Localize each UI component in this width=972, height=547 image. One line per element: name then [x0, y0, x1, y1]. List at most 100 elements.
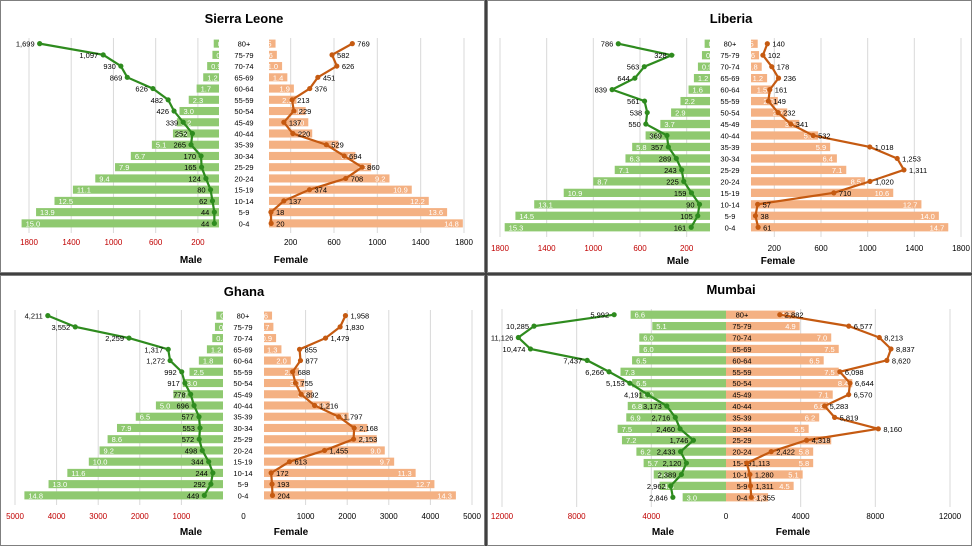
male-deaths-point: [150, 85, 156, 92]
axis-tick-label: 1800: [952, 244, 970, 253]
female-deaths-label: 1,797: [344, 413, 363, 422]
age-group-label: 30-34: [732, 425, 751, 434]
female-deaths-label: 1,311: [909, 166, 927, 175]
male-deaths-point: [527, 346, 534, 352]
female-deaths-label: 694: [349, 152, 362, 161]
male-deaths-label: 3,173: [643, 402, 662, 411]
male-bar: [72, 185, 220, 194]
male-deaths-label: 778: [173, 390, 186, 399]
male-deaths-point: [37, 41, 43, 47]
female-bar-label: 9.7: [380, 458, 390, 467]
female-bar-label: 13.6: [429, 208, 444, 217]
female-bar: [269, 95, 297, 104]
axis-tick-label: 5000: [463, 512, 481, 521]
male-bar: [67, 468, 224, 477]
female-bar: [751, 39, 758, 48]
male-bar-label: 9.4: [99, 174, 109, 183]
female-deaths-label: 708: [351, 174, 364, 183]
horizontal-divider: [0, 273, 972, 275]
female-bar-label: 4.9: [315, 402, 325, 411]
age-group-label: 50-54: [233, 379, 252, 388]
male-deaths-label: 2,846: [649, 493, 668, 502]
male-bar: [216, 311, 223, 320]
female-deaths-label: 710: [839, 189, 852, 198]
male-bar-label: 8.7: [597, 177, 607, 186]
male-bar-label: 1.7: [201, 85, 211, 94]
male-deaths-label: 80: [197, 186, 205, 195]
female-deaths-point: [268, 220, 274, 226]
male-deaths-label: 170: [184, 152, 197, 161]
axis-tick-label: 4000: [792, 512, 810, 521]
male-axis-label: Male: [652, 527, 675, 538]
female-deaths-label: 8,160: [883, 425, 902, 434]
female-bar: [264, 435, 377, 444]
female-deaths-point: [846, 391, 852, 398]
female-deaths-point: [268, 470, 274, 476]
male-bar: [212, 50, 219, 59]
male-deaths-label: 1,317: [144, 345, 163, 354]
female-bar-label: 4.9: [785, 322, 795, 331]
axis-tick-label: 600: [633, 244, 647, 253]
female-deaths-label: 1,280: [755, 470, 774, 479]
age-group-label: 55-59: [732, 368, 751, 377]
female-deaths-label: 6,570: [854, 391, 873, 400]
female-bar: [726, 401, 829, 411]
male-bar-label: 5.1: [156, 141, 166, 150]
male-bar: [196, 84, 219, 93]
female-deaths-label: 6,644: [855, 379, 874, 388]
female-deaths-point: [748, 494, 754, 500]
male-bar: [21, 219, 220, 228]
female-deaths-label: 38: [760, 212, 768, 221]
female-deaths-point: [867, 144, 873, 150]
male-deaths-point: [207, 187, 214, 193]
female-deaths-point: [901, 167, 907, 173]
female-deaths-label: 213: [297, 96, 310, 105]
female-deaths-label: 529: [331, 141, 344, 150]
age-group-label: 70-74: [720, 63, 739, 72]
male-deaths-point: [189, 130, 195, 137]
male-deaths-point: [678, 471, 685, 478]
male-bar: [593, 177, 710, 186]
female-bar: [264, 412, 349, 421]
male-deaths-label: 482: [151, 96, 164, 105]
female-deaths-point: [290, 130, 296, 137]
male-deaths-point: [643, 121, 649, 127]
female-bar-label: 14.8: [444, 219, 459, 228]
male-bar: [652, 322, 726, 331]
male-deaths-label: 339: [166, 118, 179, 127]
age-group-label: 55-59: [234, 96, 253, 105]
female-deaths-point: [311, 402, 318, 409]
female-bar: [726, 493, 769, 502]
male-bar-label: 0.5: [216, 51, 226, 60]
male-deaths-point: [199, 447, 205, 454]
female-deaths-point: [755, 201, 761, 207]
male-bar: [172, 129, 219, 138]
chart-title: Mumbai: [706, 282, 755, 297]
female-bar-label: 2.1: [282, 96, 292, 105]
age-group-label: 35-39: [720, 143, 739, 152]
chart-svg: Sierra Leone 15.0 14.8 0-4 13.9 13.6 5-9 12.5 12…: [16, 11, 474, 266]
male-deaths-label: 2,460: [656, 425, 675, 434]
female-deaths-point: [788, 121, 794, 127]
axis-tick-label: 1000: [368, 238, 386, 247]
age-group-label: 5-9: [238, 480, 249, 489]
male-deaths-label: 6,266: [585, 368, 604, 377]
male-bar: [515, 211, 710, 220]
axis-tick-label: 1000: [173, 512, 191, 521]
female-bar: [726, 367, 839, 376]
female-bar: [726, 470, 803, 479]
male-deaths-label: 4,211: [25, 312, 43, 321]
male-bar-label: 0.4: [218, 40, 228, 49]
chart-svg: Liberia 15.3 14.7 0-4 14.5 14.0 5-9 13.1 12.7 10-…: [491, 11, 970, 267]
male-deaths-label: 561: [627, 97, 640, 106]
female-bar-label: 0.6: [745, 51, 755, 60]
male-bar-label: 0.5: [220, 312, 230, 321]
female-deaths-point: [867, 178, 873, 184]
female-bar-label: 14.7: [930, 223, 945, 232]
female-deaths-point: [775, 75, 782, 81]
female-deaths-point: [752, 213, 759, 219]
age-group-label: 0-4: [725, 223, 736, 232]
male-deaths-point: [584, 357, 590, 363]
male-bar-label: 5.0: [160, 402, 170, 411]
male-deaths-point: [72, 324, 78, 330]
